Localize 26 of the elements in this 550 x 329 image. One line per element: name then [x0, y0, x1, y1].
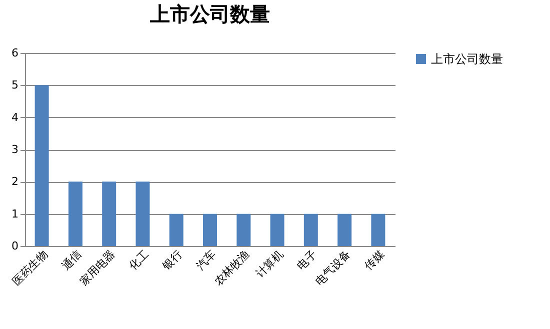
- y-tick-label: 4: [12, 110, 18, 124]
- x-tick-label: 汽车: [194, 248, 218, 273]
- x-tick-label: 通信: [59, 248, 84, 273]
- y-tick-label: 5: [12, 78, 18, 92]
- bar: [371, 214, 386, 246]
- bar: [102, 182, 116, 246]
- y-tick-label: 0: [12, 240, 18, 252]
- bar: [270, 214, 284, 246]
- bar: [34, 85, 49, 246]
- bar: [236, 214, 251, 246]
- y-tick-label: 3: [12, 143, 18, 156]
- bar: [169, 214, 184, 246]
- bar: [203, 214, 217, 246]
- bar: [68, 182, 82, 246]
- x-tick-label: 计算机: [253, 248, 286, 280]
- y-tick-label: 1: [12, 207, 18, 220]
- bar: [136, 182, 150, 246]
- bar: [338, 214, 352, 246]
- x-tick-label: 化工: [126, 248, 152, 273]
- y-tick-label: 2: [12, 175, 18, 188]
- legend-label: 上市公司数量: [431, 52, 503, 66]
- x-tick-label: 传媒: [362, 248, 387, 273]
- x-tick-label: 银行: [159, 248, 185, 274]
- bar: [304, 214, 318, 246]
- chart-title: 上市公司数量: [149, 2, 270, 26]
- y-tick-label: 6: [12, 46, 18, 60]
